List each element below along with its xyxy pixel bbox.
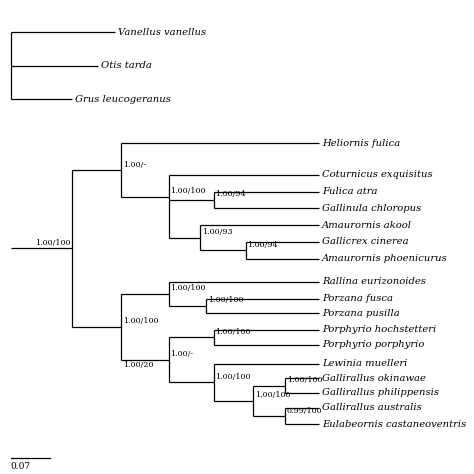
- Text: 1.00/100: 1.00/100: [208, 296, 243, 304]
- Text: Otis tarda: Otis tarda: [100, 61, 152, 70]
- Text: 1.00/100: 1.00/100: [287, 376, 322, 384]
- Text: Gallinula chloropus: Gallinula chloropus: [322, 204, 421, 213]
- Text: 1.00/20: 1.00/20: [123, 361, 153, 369]
- Text: Amaurornis akool: Amaurornis akool: [322, 220, 412, 229]
- Text: Vanellus vanellus: Vanellus vanellus: [118, 27, 207, 36]
- Text: Gallirallus okinawae: Gallirallus okinawae: [322, 374, 426, 383]
- Text: 0.07: 0.07: [11, 462, 31, 471]
- Text: 1.00/100: 1.00/100: [123, 317, 158, 325]
- Text: Porzana pusilla: Porzana pusilla: [322, 309, 400, 318]
- Text: 0.99/100: 0.99/100: [287, 407, 322, 414]
- Text: Lewinia muelleri: Lewinia muelleri: [322, 359, 407, 368]
- Text: Gallirallus philippensis: Gallirallus philippensis: [322, 388, 439, 397]
- Text: 1.00/100: 1.00/100: [170, 187, 206, 195]
- Text: 1.00/93: 1.00/93: [202, 228, 232, 236]
- Text: 1.00/100: 1.00/100: [255, 392, 291, 399]
- Text: 1.00/-: 1.00/-: [123, 161, 146, 169]
- Text: 1.00/94: 1.00/94: [247, 241, 278, 249]
- Text: 1.00/100: 1.00/100: [216, 328, 251, 336]
- Text: 1.00/-: 1.00/-: [170, 350, 193, 358]
- Text: Heliornis fulica: Heliornis fulica: [322, 139, 400, 148]
- Text: Grus leucogeranus: Grus leucogeranus: [75, 95, 171, 104]
- Text: Porphyrio hochstetteri: Porphyrio hochstetteri: [322, 326, 436, 335]
- Text: Rallina eurizonoides: Rallina eurizonoides: [322, 277, 426, 286]
- Text: Amaurornis phoenicurus: Amaurornis phoenicurus: [322, 254, 447, 263]
- Text: Porphyrio porphyrio: Porphyrio porphyrio: [322, 340, 424, 349]
- Text: 1.00/94: 1.00/94: [216, 191, 246, 199]
- Text: Gallirallus australis: Gallirallus australis: [322, 403, 421, 412]
- Text: Fulica atra: Fulica atra: [322, 187, 377, 196]
- Text: Gallicrex cinerea: Gallicrex cinerea: [322, 237, 408, 246]
- Text: Eulabeornis castaneoventris: Eulabeornis castaneoventris: [322, 420, 466, 429]
- Text: 1.00/100: 1.00/100: [170, 284, 206, 292]
- Text: 1.00/100: 1.00/100: [216, 373, 251, 381]
- Text: Porzana fusca: Porzana fusca: [322, 294, 393, 303]
- Text: Coturnicus exquisitus: Coturnicus exquisitus: [322, 170, 432, 179]
- Text: 1.00/100: 1.00/100: [35, 239, 70, 247]
